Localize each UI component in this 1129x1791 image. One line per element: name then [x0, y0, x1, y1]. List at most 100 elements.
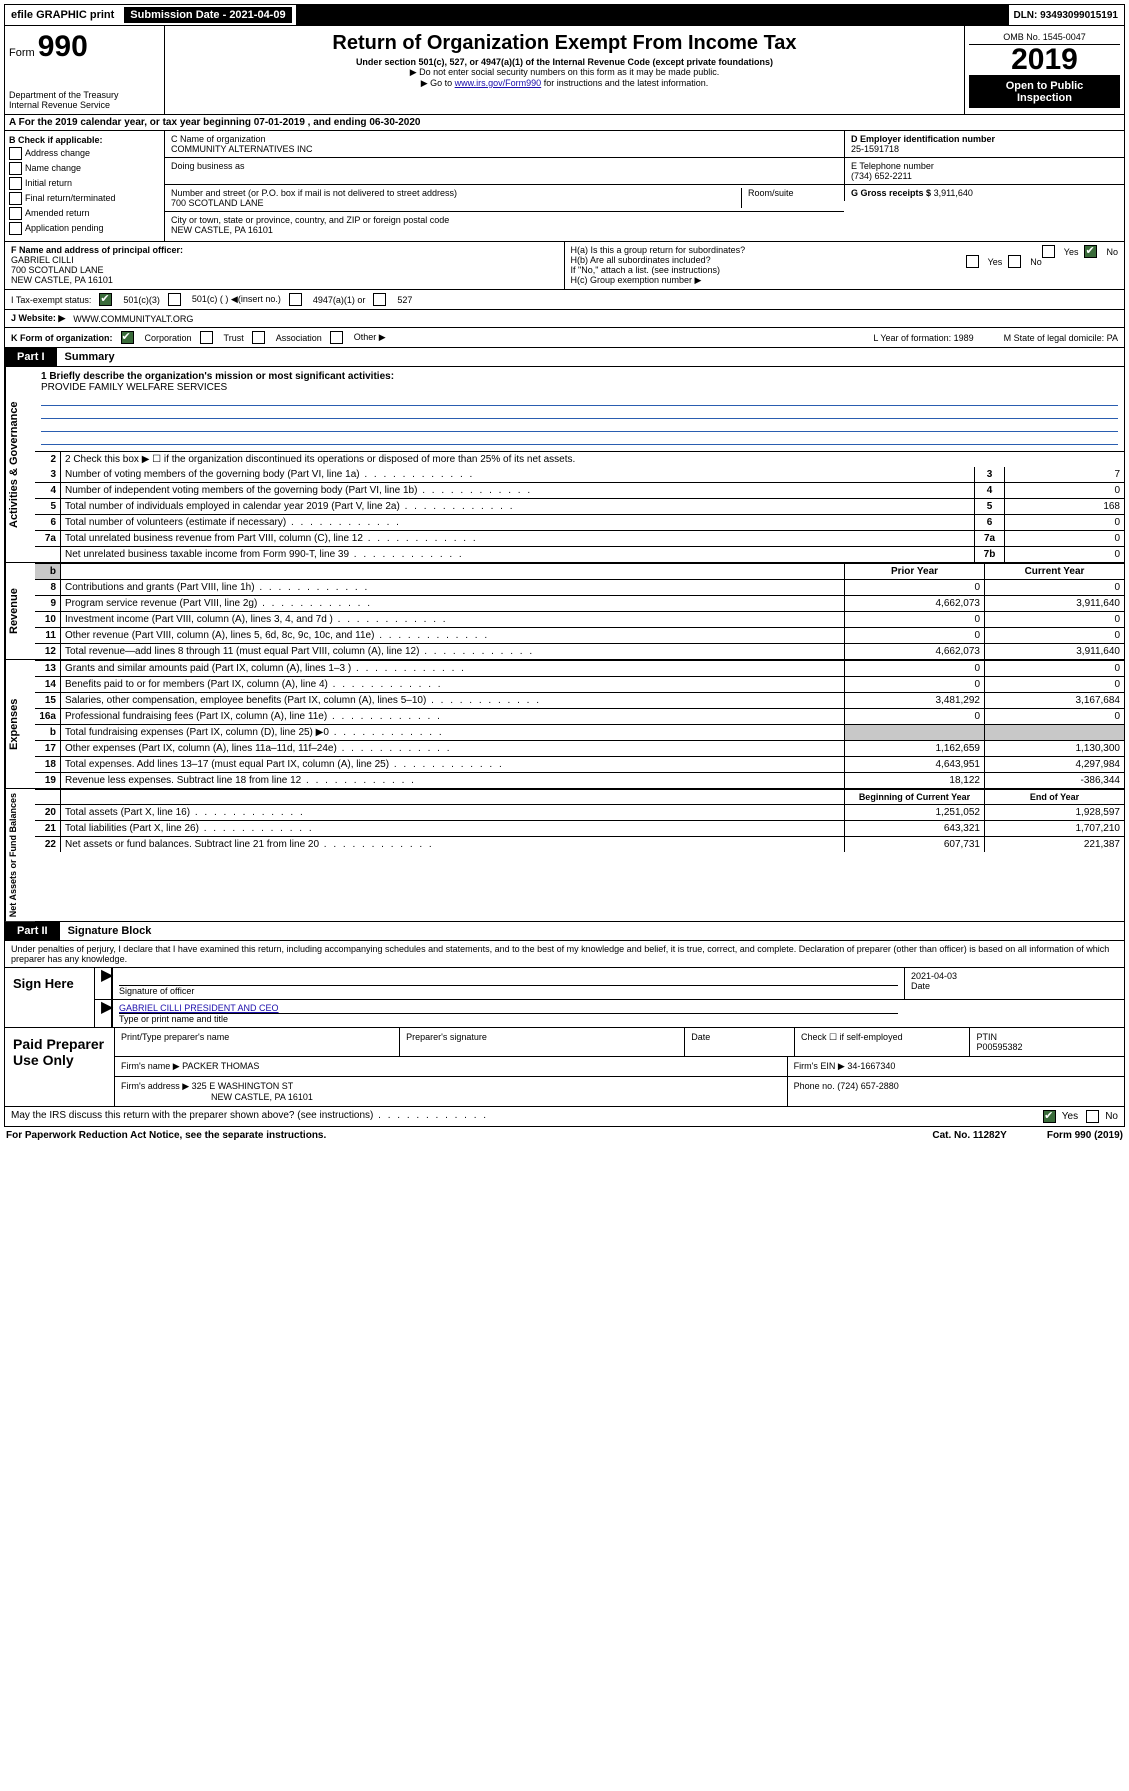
- efile-label[interactable]: efile GRAPHIC print: [5, 7, 120, 23]
- part-i-tab: Part I: [5, 348, 57, 366]
- cb-address-change[interactable]: Address change: [9, 147, 160, 160]
- table-row: 14Benefits paid to or for members (Part …: [35, 676, 1124, 692]
- table-row: 9Program service revenue (Part VIII, lin…: [35, 595, 1124, 611]
- table-row: 19Revenue less expenses. Subtract line 1…: [35, 772, 1124, 788]
- cb-application-pending[interactable]: Application pending: [9, 222, 160, 235]
- ha-yes[interactable]: [1042, 245, 1055, 258]
- ha-no[interactable]: [1084, 245, 1097, 258]
- firm-addr: 325 E WASHINGTON ST: [192, 1081, 294, 1091]
- q2-text: 2 Check this box ▶ ☐ if the organization…: [61, 452, 1124, 467]
- form-word: Form: [9, 47, 35, 59]
- cb-501c[interactable]: [168, 293, 181, 306]
- table-row: 12Total revenue—add lines 8 through 11 (…: [35, 643, 1124, 659]
- room-label: Room/suite: [748, 188, 838, 198]
- irs-link[interactable]: www.irs.gov/Form990: [455, 78, 542, 88]
- footer-left: For Paperwork Reduction Act Notice, see …: [6, 1130, 326, 1141]
- cb-527[interactable]: [373, 293, 386, 306]
- cb-trust[interactable]: [200, 331, 213, 344]
- prep-date-label: Date: [685, 1028, 795, 1056]
- col-b-checkboxes: B Check if applicable: Address change Na…: [5, 131, 165, 241]
- org-name: COMMUNITY ALTERNATIVES INC: [171, 144, 838, 154]
- table-row: 20Total assets (Part X, line 16)1,251,05…: [35, 804, 1124, 820]
- discuss-text: May the IRS discuss this return with the…: [11, 1110, 488, 1123]
- paid-label: Paid Preparer Use Only: [5, 1028, 115, 1106]
- f-label: F Name and address of principal officer:: [11, 245, 558, 255]
- street-value: 700 SCOTLAND LANE: [171, 198, 741, 208]
- cb-other[interactable]: [330, 331, 343, 344]
- governance-block: Activities & Governance 1 Briefly descri…: [4, 367, 1125, 563]
- cb-final-return[interactable]: Final return/terminated: [9, 192, 160, 205]
- cb-corporation[interactable]: [121, 331, 134, 344]
- ha-label: H(a) Is this a group return for subordin…: [571, 245, 746, 255]
- discuss-no[interactable]: [1086, 1110, 1099, 1123]
- opt-527: 527: [397, 295, 412, 305]
- firm-phone: (724) 657-2880: [837, 1081, 899, 1091]
- header-left: Form 990 Department of the Treasury Inte…: [5, 26, 165, 114]
- cb-initial-return[interactable]: Initial return: [9, 177, 160, 190]
- form-title: Return of Organization Exempt From Incom…: [169, 32, 960, 55]
- b-label: B Check if applicable:: [9, 135, 160, 145]
- discuss-yes[interactable]: [1043, 1110, 1056, 1123]
- table-row: 8Contributions and grants (Part VIII, li…: [35, 579, 1124, 595]
- firm-phone-label: Phone no.: [794, 1081, 835, 1091]
- dba-label: Doing business as: [171, 161, 838, 171]
- revenue-block: Revenue b Prior Year Current Year 8Contr…: [4, 563, 1125, 660]
- department: Department of the Treasury Internal Reve…: [9, 90, 160, 110]
- top-bar: efile GRAPHIC print Submission Date - 20…: [4, 4, 1125, 26]
- summary-row: Net unrelated business taxable income fr…: [35, 546, 1124, 562]
- firm-ein-label: Firm's EIN ▶: [794, 1061, 845, 1071]
- expenses-block: Expenses 13Grants and similar amounts pa…: [4, 660, 1125, 789]
- mission-area: 1 Briefly describe the organization's mi…: [35, 367, 1124, 451]
- cb-4947[interactable]: [289, 293, 302, 306]
- table-row: 10Investment income (Part VIII, column (…: [35, 611, 1124, 627]
- label-revenue: Revenue: [5, 563, 35, 659]
- opt-assoc: Association: [276, 333, 322, 343]
- gross-receipts: 3,911,640: [934, 188, 973, 198]
- hb-no[interactable]: [1008, 255, 1021, 268]
- row-fh: F Name and address of principal officer:…: [4, 242, 1125, 290]
- prep-name-label: Print/Type preparer's name: [115, 1028, 400, 1056]
- col-de: D Employer identification number 25-1591…: [844, 131, 1124, 241]
- open-public-badge: Open to Public Inspection: [969, 76, 1120, 108]
- officer-name-link[interactable]: GABRIEL CILLI PRESIDENT AND CEO: [119, 1003, 279, 1013]
- footer: For Paperwork Reduction Act Notice, see …: [4, 1127, 1125, 1144]
- label-expenses: Expenses: [5, 660, 35, 788]
- cb-amended-return[interactable]: Amended return: [9, 207, 160, 220]
- table-row: bTotal fundraising expenses (Part IX, co…: [35, 724, 1124, 740]
- street-label: Number and street (or P.O. box if mail i…: [171, 188, 741, 198]
- header-center: Return of Organization Exempt From Incom…: [165, 26, 964, 114]
- tax-year: 2019: [969, 45, 1120, 76]
- prep-sig-label: Preparer's signature: [400, 1028, 685, 1056]
- cb-name-change[interactable]: Name change: [9, 162, 160, 175]
- form-subtitle: Under section 501(c), 527, or 4947(a)(1)…: [169, 57, 960, 67]
- underline: [41, 408, 1118, 419]
- cb-501c3[interactable]: [99, 293, 112, 306]
- part-ii-header: Part II Signature Block: [4, 922, 1125, 941]
- firm-name: PACKER THOMAS: [182, 1061, 259, 1071]
- e-label: E Telephone number: [851, 161, 1118, 171]
- city-value: NEW CASTLE, PA 16101: [171, 225, 838, 235]
- underline: [41, 395, 1118, 406]
- form-header: Form 990 Department of the Treasury Inte…: [4, 26, 1125, 115]
- yes-label: Yes: [1062, 1111, 1078, 1122]
- footer-cat: Cat. No. 11282Y: [932, 1130, 1006, 1141]
- note-goto: ▶ Go to www.irs.gov/Form990 for instruct…: [169, 78, 960, 89]
- part-i-title: Summary: [57, 351, 115, 363]
- firm-city: NEW CASTLE, PA 16101: [211, 1092, 313, 1102]
- header-right: OMB No. 1545-0047 2019 Open to Public In…: [964, 26, 1124, 114]
- self-employed[interactable]: Check ☐ if self-employed: [795, 1028, 970, 1056]
- underline: [41, 421, 1118, 432]
- officer-name: GABRIEL CILLI: [11, 255, 558, 265]
- opt-corp: Corporation: [145, 333, 192, 343]
- netassets-block: Net Assets or Fund Balances Beginning of…: [4, 789, 1125, 922]
- cb-association[interactable]: [252, 331, 265, 344]
- j-label: J Website: ▶: [11, 313, 65, 324]
- hb-yes[interactable]: [966, 255, 979, 268]
- opt-501c3: 501(c)(3): [123, 295, 160, 305]
- submission-date: Submission Date - 2021-04-09: [124, 7, 291, 23]
- ptin-value: P00595382: [976, 1042, 1022, 1052]
- ein-value: 25-1591718: [851, 144, 1118, 154]
- part-ii-tab: Part II: [5, 922, 60, 940]
- firm-name-label: Firm's name ▶: [121, 1061, 180, 1071]
- main-info-block: B Check if applicable: Address change Na…: [4, 131, 1125, 242]
